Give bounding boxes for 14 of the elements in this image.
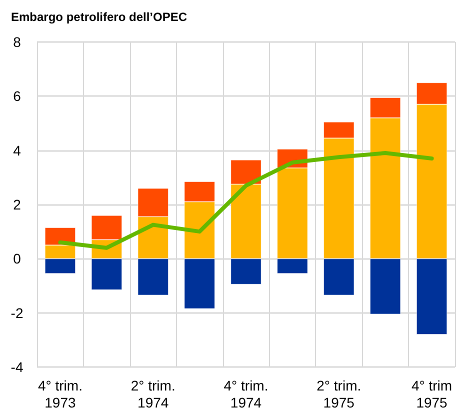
x-tick-label: 4° trim. 1973: [38, 378, 82, 410]
y-tick-label: 0: [13, 250, 22, 267]
line-series: [58, 151, 434, 250]
y-tick-label: -2: [10, 304, 24, 321]
y-tick-label: 4: [13, 142, 22, 158]
y-tick-label: 6: [13, 88, 22, 104]
y-tick-label: 8: [13, 34, 22, 50]
chart-title: Embargo petrolifero dell’OPEC: [11, 10, 188, 24]
y-tick-label: -4: [10, 359, 24, 375]
x-tick-label: 4° trim. 1974: [224, 378, 268, 410]
y-tick-label: 2: [13, 196, 22, 212]
x-tick-label: 2° trim. 1974: [130, 378, 176, 410]
x-tick-label: 2° trim. 1975: [316, 378, 362, 410]
x-tick-label: 4° trim 1975: [411, 378, 452, 410]
